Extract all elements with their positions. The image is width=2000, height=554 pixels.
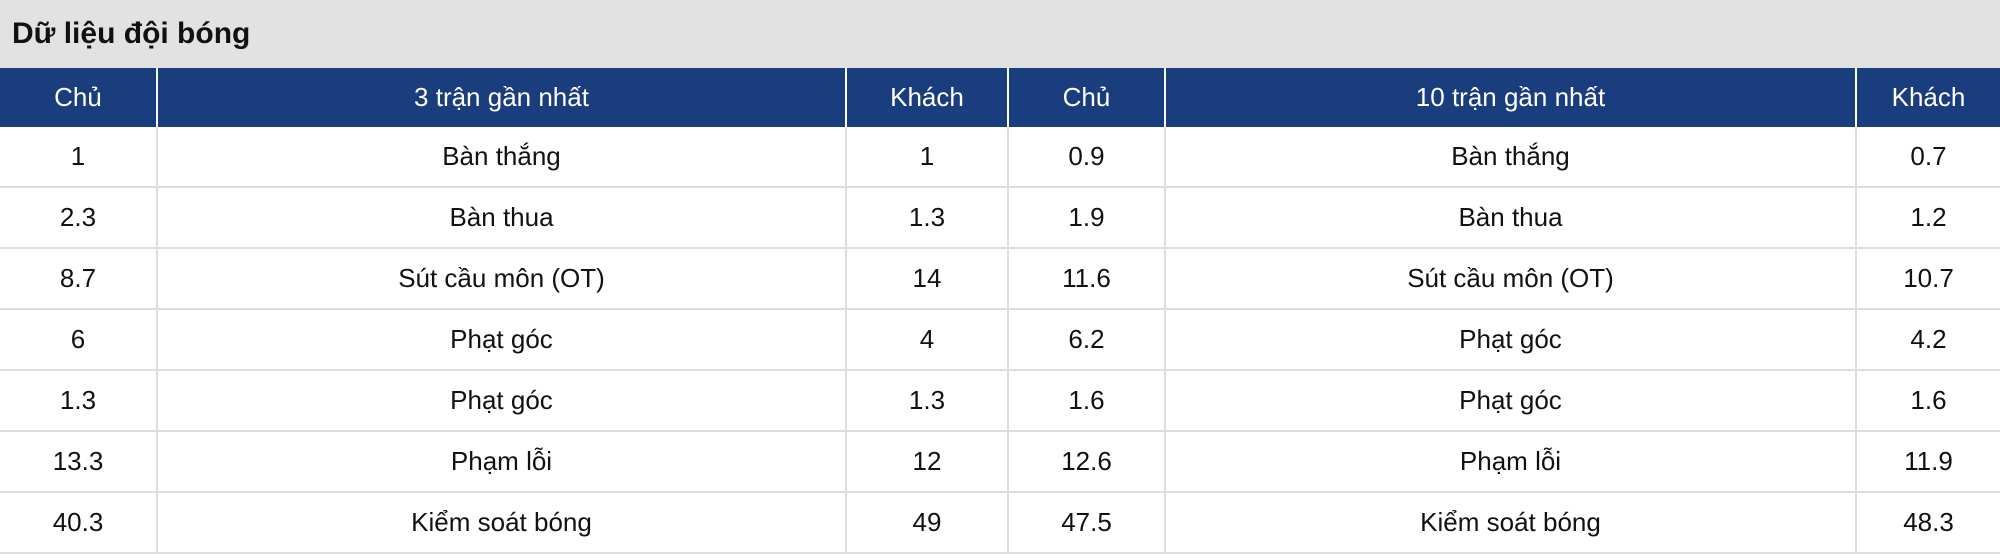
cell-home-10: 6.2	[1007, 309, 1166, 371]
table-row: 8.7 Sút cầu môn (OT) 14 11.6 Sút cầu môn (OT…	[0, 248, 2000, 310]
header-last-3: 3 trận gần nhất	[156, 68, 846, 127]
cell-stat-10: Phạt góc	[1164, 309, 1857, 371]
cell-away-10: 0.7	[1855, 127, 2000, 188]
cell-away-10: 1.2	[1855, 187, 2000, 249]
cell-home-10: 11.6	[1007, 248, 1166, 310]
cell-away-3: 1.3	[845, 187, 1009, 249]
cell-away-3: 12	[845, 431, 1009, 493]
cell-stat-3: Kiểm soát bóng	[156, 492, 847, 554]
cell-stat-3: Bàn thua	[156, 187, 847, 249]
header-home-3: Chủ	[0, 68, 157, 127]
cell-stat-10: Sút cầu môn (OT)	[1164, 248, 1857, 310]
cell-away-10: 48.3	[1855, 492, 2000, 554]
cell-home-10: 0.9	[1007, 127, 1166, 188]
cell-home-10: 47.5	[1007, 492, 1166, 554]
header-last-10: 10 trận gần nhất	[1164, 68, 1856, 127]
cell-stat-3: Phạt góc	[156, 370, 847, 432]
cell-stat-10: Kiểm soát bóng	[1164, 492, 1857, 554]
cell-away-10: 11.9	[1855, 431, 2000, 493]
title-bar: Dữ liệu đội bóng	[0, 0, 2000, 68]
cell-away-3: 4	[845, 309, 1009, 371]
cell-away-10: 4.2	[1855, 309, 2000, 371]
cell-away-3: 1	[845, 127, 1009, 188]
cell-home-3: 40.3	[0, 492, 158, 554]
cell-home-10: 1.9	[1007, 187, 1166, 249]
cell-home-3: 2.3	[0, 187, 158, 249]
cell-stat-10: Bàn thắng	[1164, 127, 1857, 188]
cell-stat-3: Phạt góc	[156, 309, 847, 371]
cell-away-3: 14	[845, 248, 1009, 310]
cell-away-10: 10.7	[1855, 248, 2000, 310]
cell-away-10: 1.6	[1855, 370, 2000, 432]
cell-home-3: 6	[0, 309, 158, 371]
cell-home-3: 1.3	[0, 370, 158, 432]
header-home-10: Chủ	[1007, 68, 1165, 127]
table-row: 6 Phạt góc 4 6.2 Phạt góc 4.2	[0, 309, 2000, 371]
cell-home-3: 1	[0, 127, 158, 188]
page-title: Dữ liệu đội bóng	[12, 17, 251, 50]
header-away-3: Khách	[845, 68, 1008, 127]
cell-home-3: 13.3	[0, 431, 158, 493]
table-row: 1.3 Phạt góc 1.3 1.6 Phạt góc 1.6	[0, 370, 2000, 432]
cell-home-3: 8.7	[0, 248, 158, 310]
cell-stat-10: Phạt góc	[1164, 370, 1857, 432]
cell-away-3: 1.3	[845, 370, 1009, 432]
cell-home-10: 1.6	[1007, 370, 1166, 432]
table-row: 1 Bàn thắng 1 0.9 Bàn thắng 0.7	[0, 127, 2000, 188]
cell-home-10: 12.6	[1007, 431, 1166, 493]
cell-stat-3: Sút cầu môn (OT)	[156, 248, 847, 310]
header-away-10: Khách	[1855, 68, 2000, 127]
table-row: 13.3 Phạm lỗi 12 12.6 Phạm lỗi 11.9	[0, 431, 2000, 493]
cell-stat-3: Bàn thắng	[156, 127, 847, 188]
cell-away-3: 49	[845, 492, 1009, 554]
cell-stat-3: Phạm lỗi	[156, 431, 847, 493]
header-row: Chủ 3 trận gần nhất Khách Chủ 10 trận gầ…	[0, 68, 2000, 127]
cell-stat-10: Phạm lỗi	[1164, 431, 1857, 493]
table-row: 40.3 Kiểm soát bóng 49 47.5 Kiểm soát bóng 48…	[0, 492, 2000, 554]
table-row: 2.3 Bàn thua 1.3 1.9 Bàn thua 1.2	[0, 187, 2000, 249]
team-stats-table: Chủ 3 trận gần nhất Khách Chủ 10 trận gầ…	[0, 68, 2000, 554]
cell-stat-10: Bàn thua	[1164, 187, 1857, 249]
